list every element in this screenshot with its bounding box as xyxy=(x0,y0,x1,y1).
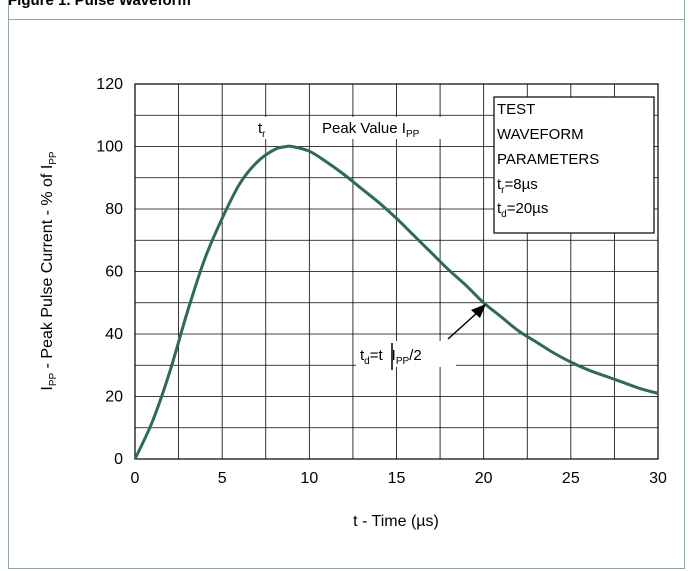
x-tick-label: 15 xyxy=(388,470,406,487)
x-tick-label: 20 xyxy=(475,470,493,487)
y-tick-label: 60 xyxy=(105,264,123,281)
test-box-line-1: TEST xyxy=(497,101,535,118)
peak-value-label: Peak Value IPP xyxy=(322,120,420,140)
x-axis-label: t - Time (µs) xyxy=(353,513,439,530)
y-tick-label: 120 xyxy=(96,76,123,93)
td-label: td=t IPP/2 xyxy=(360,347,422,367)
y-tick-label: 0 xyxy=(114,451,123,468)
y-tick-label: 20 xyxy=(105,389,123,406)
x-tick-label: 25 xyxy=(562,470,580,487)
test-box-tr: tr=8µs xyxy=(497,176,538,196)
tr-label: tr xyxy=(258,120,266,140)
x-tick-label: 0 xyxy=(131,470,140,487)
tr-label-bg xyxy=(256,117,274,139)
x-tick-label: 5 xyxy=(218,470,227,487)
td-label-bg xyxy=(356,341,456,367)
test-box-line-2: WAVEFORM xyxy=(497,126,584,143)
y-tick-label: 40 xyxy=(105,326,123,343)
test-parameters-box xyxy=(493,96,655,234)
figure-frame xyxy=(8,0,685,569)
figure-title: Figure 1. Pulse Waveform xyxy=(8,0,191,9)
td-arrow-line xyxy=(447,311,479,340)
header-rule xyxy=(8,19,685,20)
y-tick-label: 100 xyxy=(96,139,123,156)
x-tick-labels: 0 5 10 15 20 25 30 xyxy=(131,470,667,487)
test-box-td: td=20µs xyxy=(497,200,548,220)
test-box-line-3: PARAMETERS xyxy=(497,151,599,168)
x-tick-label: 30 xyxy=(649,470,667,487)
grid-lines xyxy=(135,84,658,459)
y-tick-label: 80 xyxy=(105,201,123,218)
td-arrowhead xyxy=(471,304,486,318)
waveform-curve xyxy=(133,144,659,460)
y-tick-labels: 0 20 40 60 80 100 120 xyxy=(96,76,123,468)
x-tick-label: 10 xyxy=(300,470,318,487)
y-axis-label: IPP - Peak Pulse Current - % of IPP xyxy=(39,151,59,391)
peak-label-bg xyxy=(318,117,464,139)
